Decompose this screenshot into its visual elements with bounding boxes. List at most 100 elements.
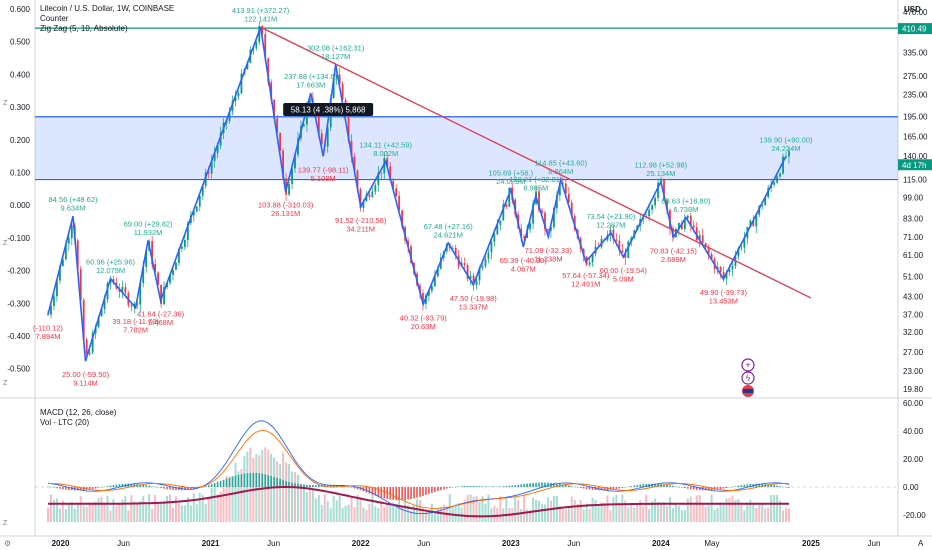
macd-hist-bar (383, 487, 386, 499)
volume-bar (695, 495, 698, 522)
macd-hist-bar (460, 486, 463, 487)
macd-hist-bar (312, 484, 314, 487)
zigzag-label-price: 60.00 (-19.54) (600, 266, 648, 275)
macd-hist-bar (740, 485, 743, 487)
macd-hist-bar (624, 487, 627, 488)
macd-indicator[interactable]: MACD (12, 26, close) (40, 408, 117, 417)
volume-bar (97, 498, 100, 522)
macd-hist-bar (228, 477, 231, 487)
macd-hist-bar (621, 487, 624, 488)
candle-body (523, 236, 526, 239)
candle-body (701, 235, 704, 243)
macd-hist-bar (309, 484, 311, 487)
volume-bar (698, 495, 701, 522)
macd-hist-bar (94, 487, 97, 489)
time-axis-tick: 2023 (502, 539, 520, 548)
macd-hist-bar (567, 485, 570, 487)
candle-body (454, 247, 457, 256)
macd-hist-bar (273, 476, 275, 487)
candle-body (410, 246, 412, 263)
zigzag-label-price: 41.64 (-27.36) (137, 310, 185, 319)
volume-bar (713, 509, 716, 522)
candle-body (683, 218, 686, 230)
volume-bar (594, 499, 597, 522)
macd-hist-bar (603, 487, 606, 491)
volume-bar (210, 487, 213, 522)
volume-bar (773, 495, 776, 522)
candle-body (425, 295, 427, 304)
volume-bar (585, 503, 588, 522)
candle-body (493, 234, 496, 242)
candle-body (380, 172, 383, 174)
volume-bar (273, 457, 276, 522)
candle-body (472, 275, 475, 286)
macd-hist-bar (279, 478, 281, 487)
volume-bar (219, 491, 222, 522)
macd-hist-bar (139, 484, 142, 487)
candle-body (320, 133, 323, 145)
volume-bar (142, 496, 145, 522)
candle-body (82, 300, 85, 340)
volume-bar (320, 505, 323, 522)
volume-bar (395, 507, 398, 522)
right-axis-tick: 470.00 (903, 8, 928, 17)
candle-body (481, 266, 484, 268)
macd-hist-bar (243, 473, 246, 487)
macd-hist-bar (97, 487, 100, 488)
zigzag-indicator[interactable]: Zig Zag (5, 10, Absolute) (40, 24, 128, 33)
candle-body (91, 333, 94, 353)
left-axis-tick: -0.500 (7, 365, 30, 374)
macd-hist-bar (484, 486, 487, 487)
candle-body (350, 140, 353, 157)
volume-bar (359, 497, 362, 522)
volume-bar (64, 508, 67, 522)
candle-body (484, 258, 487, 267)
macd-hist-bar (475, 486, 478, 487)
macd-hist-bar (237, 474, 240, 487)
zigzag-label-volume: 12.491M (571, 279, 600, 288)
candle-body (475, 280, 478, 286)
volume-bar (368, 504, 371, 522)
volume-bar (472, 496, 475, 522)
candle-body (79, 269, 82, 301)
symbol-title[interactable]: Litecoin / U.S. Dollar, 1W, COINBASE (40, 4, 175, 13)
macd-hist-bar (553, 483, 555, 487)
volume-bar (779, 500, 782, 522)
candle-body (183, 240, 186, 247)
volume-bar (466, 494, 469, 522)
macd-hist-bar (600, 487, 603, 491)
candle-body (279, 132, 282, 151)
volume-bar (606, 495, 609, 522)
macd-hist-bar (306, 484, 308, 487)
time-axis-tick: Jun (868, 539, 881, 548)
macd-hist-bar (294, 483, 296, 487)
macd-hist-bar (246, 473, 249, 487)
macd-hist-bar (639, 484, 642, 487)
candle-body (100, 308, 103, 317)
flash-icon (741, 371, 755, 385)
volume-bar (782, 510, 785, 522)
candle-body (538, 191, 540, 211)
volume-bar (454, 504, 457, 522)
volume-bar (433, 510, 436, 522)
volume-bar (139, 501, 142, 522)
candle-body (50, 305, 52, 315)
macd-hist-bar (225, 478, 228, 487)
volume-bar (70, 501, 73, 522)
macd-hist-bar (440, 487, 442, 491)
macd-hist-bar (529, 483, 531, 487)
volume-bar (299, 484, 302, 522)
candle-body (61, 259, 64, 266)
macd-hist-bar (612, 487, 615, 490)
volume-bar (755, 507, 758, 522)
right-axis-tick: 335.00 (903, 48, 928, 57)
macd-hist-bar (47, 486, 49, 487)
zigzag-label-volume: 11.238M (534, 254, 563, 263)
volume-indicator[interactable]: Vol · LTC (20) (40, 418, 90, 427)
candle-body (704, 242, 707, 247)
macd-hist-bar (728, 487, 731, 488)
macd-hist-bar (538, 482, 540, 487)
counter-indicator[interactable]: Counter (40, 14, 69, 23)
